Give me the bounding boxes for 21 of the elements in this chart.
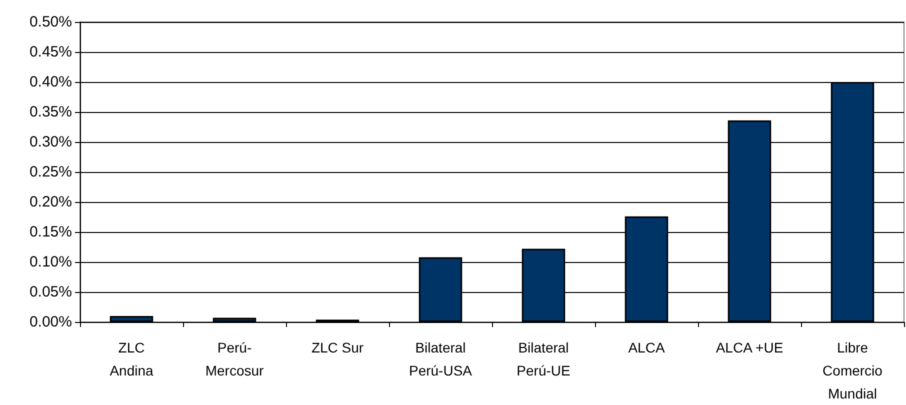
x-tick-label: ALCA +UE bbox=[716, 340, 784, 356]
x-tick-label: ZLC Andina bbox=[110, 340, 154, 378]
x-tick-label: ZLC Sur bbox=[311, 340, 364, 356]
bar bbox=[110, 316, 154, 322]
y-tick-label: 0.40% bbox=[29, 74, 72, 90]
y-tick-label: 0.45% bbox=[29, 44, 72, 60]
x-tick-label: Bilateral Perú-UE bbox=[516, 340, 570, 378]
y-tick-label: 0.30% bbox=[29, 134, 72, 150]
y-tick-label: 0.15% bbox=[29, 224, 72, 240]
y-tick-label: 0.05% bbox=[29, 284, 72, 300]
bar bbox=[212, 318, 256, 322]
y-tick-label: 0.50% bbox=[29, 14, 72, 30]
x-tick-label: Libre Comercio Mundial bbox=[822, 340, 883, 402]
y-tick-label: 0.35% bbox=[29, 104, 72, 120]
y-tick-label: 0.10% bbox=[29, 254, 72, 270]
y-tick-label: 0.00% bbox=[29, 314, 72, 330]
y-tick-label: 0.20% bbox=[29, 194, 72, 210]
x-tick-label: Bilateral Perú-USA bbox=[408, 340, 473, 378]
x-tick-label: Perú- Mercosur bbox=[205, 340, 264, 378]
y-tick-label: 0.25% bbox=[29, 164, 72, 180]
x-tick-label: ALCA bbox=[628, 340, 666, 356]
